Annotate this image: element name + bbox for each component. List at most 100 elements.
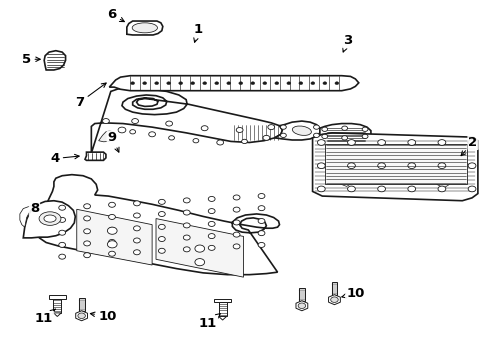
Circle shape — [274, 82, 278, 85]
Circle shape — [108, 215, 115, 220]
Circle shape — [59, 205, 65, 210]
Circle shape — [250, 82, 254, 85]
Bar — [331, 282, 337, 296]
Circle shape — [133, 238, 140, 243]
Circle shape — [407, 140, 415, 145]
Circle shape — [267, 125, 274, 130]
Circle shape — [208, 221, 215, 226]
Circle shape — [165, 121, 172, 126]
Circle shape — [233, 195, 240, 200]
Circle shape — [263, 82, 266, 85]
Circle shape — [280, 133, 286, 138]
Circle shape — [118, 127, 125, 133]
Circle shape — [83, 241, 90, 246]
Circle shape — [142, 82, 146, 85]
Circle shape — [83, 253, 90, 258]
Circle shape — [298, 82, 302, 85]
Circle shape — [179, 82, 183, 85]
Ellipse shape — [292, 126, 311, 135]
Circle shape — [334, 82, 338, 85]
Polygon shape — [99, 131, 116, 142]
Polygon shape — [48, 295, 66, 298]
Circle shape — [233, 232, 240, 237]
Polygon shape — [126, 21, 163, 35]
Circle shape — [158, 199, 165, 204]
Circle shape — [347, 163, 355, 168]
Circle shape — [166, 82, 170, 85]
Circle shape — [83, 216, 90, 221]
Circle shape — [258, 231, 264, 236]
Circle shape — [362, 127, 367, 131]
Circle shape — [437, 163, 445, 168]
Circle shape — [362, 134, 367, 139]
Polygon shape — [77, 209, 152, 265]
Circle shape — [168, 136, 174, 140]
Circle shape — [203, 82, 206, 85]
Text: 5: 5 — [22, 53, 40, 66]
Circle shape — [258, 242, 264, 247]
Circle shape — [133, 226, 140, 231]
Circle shape — [238, 82, 242, 85]
Circle shape — [467, 163, 475, 168]
Text: 3: 3 — [342, 34, 351, 52]
Polygon shape — [38, 175, 279, 275]
Text: 7: 7 — [76, 83, 106, 109]
Circle shape — [258, 219, 264, 224]
Circle shape — [313, 133, 319, 138]
Circle shape — [214, 82, 218, 85]
Circle shape — [330, 297, 338, 302]
Circle shape — [437, 140, 445, 145]
Circle shape — [310, 82, 314, 85]
Text: 11: 11 — [35, 309, 55, 325]
Circle shape — [321, 127, 327, 131]
Polygon shape — [436, 181, 449, 188]
Bar — [53, 298, 61, 313]
Polygon shape — [312, 133, 477, 201]
Circle shape — [83, 204, 90, 209]
Circle shape — [83, 229, 90, 234]
Circle shape — [233, 220, 240, 225]
Circle shape — [158, 248, 165, 253]
Text: 8: 8 — [30, 202, 39, 215]
Circle shape — [133, 213, 140, 218]
Ellipse shape — [44, 215, 56, 222]
Circle shape — [263, 135, 269, 140]
Circle shape — [154, 82, 158, 85]
Circle shape — [298, 303, 305, 309]
Polygon shape — [328, 295, 340, 305]
Circle shape — [59, 230, 65, 235]
Circle shape — [341, 126, 347, 130]
Circle shape — [190, 82, 194, 85]
Polygon shape — [53, 313, 61, 316]
Circle shape — [129, 130, 135, 134]
Text: 11: 11 — [199, 314, 220, 330]
Polygon shape — [76, 311, 87, 321]
Circle shape — [133, 250, 140, 255]
Circle shape — [347, 140, 355, 145]
Polygon shape — [319, 123, 370, 145]
Polygon shape — [20, 203, 38, 227]
Circle shape — [59, 217, 65, 222]
Text: 2: 2 — [460, 136, 477, 156]
Polygon shape — [23, 201, 75, 238]
Circle shape — [233, 244, 240, 249]
Circle shape — [467, 186, 475, 192]
Circle shape — [347, 186, 355, 192]
Circle shape — [108, 202, 115, 207]
Polygon shape — [339, 181, 351, 186]
Circle shape — [158, 212, 165, 216]
Circle shape — [377, 140, 385, 145]
Circle shape — [107, 241, 117, 248]
Circle shape — [158, 237, 165, 242]
Polygon shape — [218, 316, 226, 320]
Circle shape — [208, 197, 215, 202]
Circle shape — [193, 139, 199, 143]
Circle shape — [467, 140, 475, 145]
Circle shape — [233, 207, 240, 212]
Circle shape — [321, 134, 327, 139]
Circle shape — [407, 186, 415, 192]
Circle shape — [183, 247, 190, 252]
Polygon shape — [361, 165, 374, 174]
Circle shape — [183, 198, 190, 203]
Circle shape — [59, 254, 65, 259]
